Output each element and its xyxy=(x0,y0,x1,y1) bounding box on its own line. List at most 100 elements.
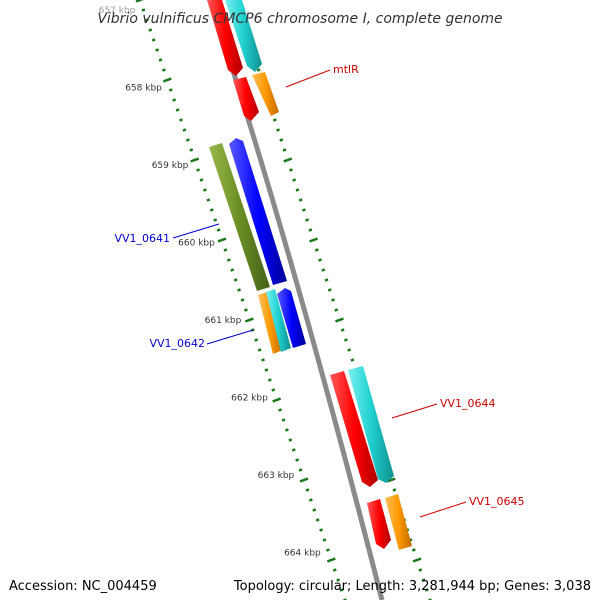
minor-tick xyxy=(288,438,293,442)
major-tick xyxy=(162,77,172,83)
minor-tick xyxy=(295,458,300,462)
minor-tick xyxy=(256,68,261,72)
minor-tick xyxy=(312,508,317,512)
gene-label-vv1-0644[interactable]: VV1_0644 xyxy=(440,397,496,410)
minor-tick xyxy=(233,278,238,282)
minor-tick xyxy=(308,228,313,232)
minor-tick xyxy=(334,308,339,312)
cds-feature[interactable] xyxy=(258,292,283,354)
major-tick xyxy=(272,397,282,403)
minor-tick xyxy=(158,58,163,62)
minor-tick xyxy=(318,258,322,262)
cds-features xyxy=(207,0,412,550)
minor-tick xyxy=(203,188,207,192)
accession-text: Accession: NC_004459 xyxy=(9,579,157,594)
minor-tick xyxy=(336,578,341,582)
minor-tick xyxy=(185,138,190,142)
gene-label-vv1-0641[interactable]: VV1_0641 xyxy=(114,232,170,245)
minor-tick xyxy=(324,278,329,282)
minor-tick xyxy=(179,118,183,122)
minor-tick xyxy=(209,208,214,212)
major-tick xyxy=(299,477,309,483)
minor-tick xyxy=(162,68,166,72)
minor-tick xyxy=(424,588,429,592)
minor-tick xyxy=(411,548,416,552)
major-tick xyxy=(412,557,422,563)
minor-tick xyxy=(327,288,332,292)
gene-label-vv1-0642[interactable]: VV1_0642 xyxy=(149,337,205,350)
minor-tick xyxy=(339,588,344,592)
minor-tick xyxy=(264,368,269,372)
tick-label: 660 kbp xyxy=(178,239,215,249)
minor-tick xyxy=(271,388,276,392)
minor-tick xyxy=(206,198,211,202)
tick-label: 657 kbp xyxy=(99,6,136,16)
cds-feature[interactable] xyxy=(277,288,306,348)
minor-tick xyxy=(276,128,280,132)
minor-tick xyxy=(240,298,245,302)
minor-tick xyxy=(144,18,149,22)
cds-feature[interactable] xyxy=(207,0,243,76)
minor-tick xyxy=(285,428,289,432)
cds-feature[interactable] xyxy=(209,143,270,291)
gene-label-mtlr[interactable]: mtlR xyxy=(333,63,359,76)
tick-label: 661 kbp xyxy=(205,316,242,326)
cds-feature[interactable] xyxy=(385,494,412,550)
major-tick xyxy=(386,477,396,483)
scale-ticks-inner xyxy=(135,0,347,600)
minor-tick xyxy=(282,148,287,152)
minor-tick xyxy=(237,288,241,292)
minor-tick xyxy=(213,218,218,222)
minor-tick xyxy=(418,568,423,572)
cds-feature[interactable] xyxy=(229,138,287,285)
minor-tick xyxy=(331,298,335,302)
major-tick xyxy=(135,0,144,3)
cds-feature[interactable] xyxy=(225,0,262,72)
minor-tick xyxy=(196,168,200,172)
minor-tick xyxy=(168,88,173,92)
minor-tick xyxy=(254,338,259,342)
minor-tick xyxy=(308,498,313,502)
minor-tick xyxy=(155,48,159,52)
minor-tick xyxy=(292,178,297,182)
minor-tick xyxy=(301,208,306,212)
major-tick xyxy=(309,237,319,243)
minor-tick xyxy=(244,308,248,312)
major-tick xyxy=(190,157,200,163)
tick-label: 664 kbp xyxy=(284,549,321,559)
minor-tick xyxy=(319,528,323,532)
minor-tick xyxy=(344,338,348,342)
cds-feature[interactable] xyxy=(367,499,391,549)
tick-label: 659 kbp xyxy=(152,161,189,171)
major-tick xyxy=(335,317,344,323)
cds-feature[interactable] xyxy=(233,77,259,121)
major-tick xyxy=(283,157,293,163)
minor-tick xyxy=(189,148,194,152)
minor-tick xyxy=(172,98,177,102)
minor-tick xyxy=(350,358,355,362)
minor-tick xyxy=(298,468,303,472)
major-tick xyxy=(217,237,227,243)
genome-summary-text: Topology: circular; Length: 3,281,944 bp… xyxy=(233,579,591,594)
minor-tick xyxy=(421,578,426,582)
minor-tick xyxy=(216,228,221,232)
minor-tick xyxy=(315,518,320,522)
minor-tick xyxy=(289,168,293,172)
tick-label: 663 kbp xyxy=(258,471,295,481)
minor-tick xyxy=(261,358,265,362)
minor-tick xyxy=(141,8,146,12)
minor-tick xyxy=(321,268,326,272)
minor-tick xyxy=(226,258,231,262)
cds-feature[interactable] xyxy=(252,72,279,116)
minor-tick xyxy=(148,28,153,32)
gene-label-vv1-0645[interactable]: VV1_0645 xyxy=(469,495,525,508)
minor-tick xyxy=(182,128,187,132)
cds-feature[interactable] xyxy=(266,289,291,352)
minor-tick xyxy=(291,448,296,452)
cds-feature[interactable] xyxy=(348,366,394,483)
minor-tick xyxy=(199,178,204,182)
minor-tick xyxy=(281,418,286,422)
cds-feature[interactable] xyxy=(330,371,378,487)
